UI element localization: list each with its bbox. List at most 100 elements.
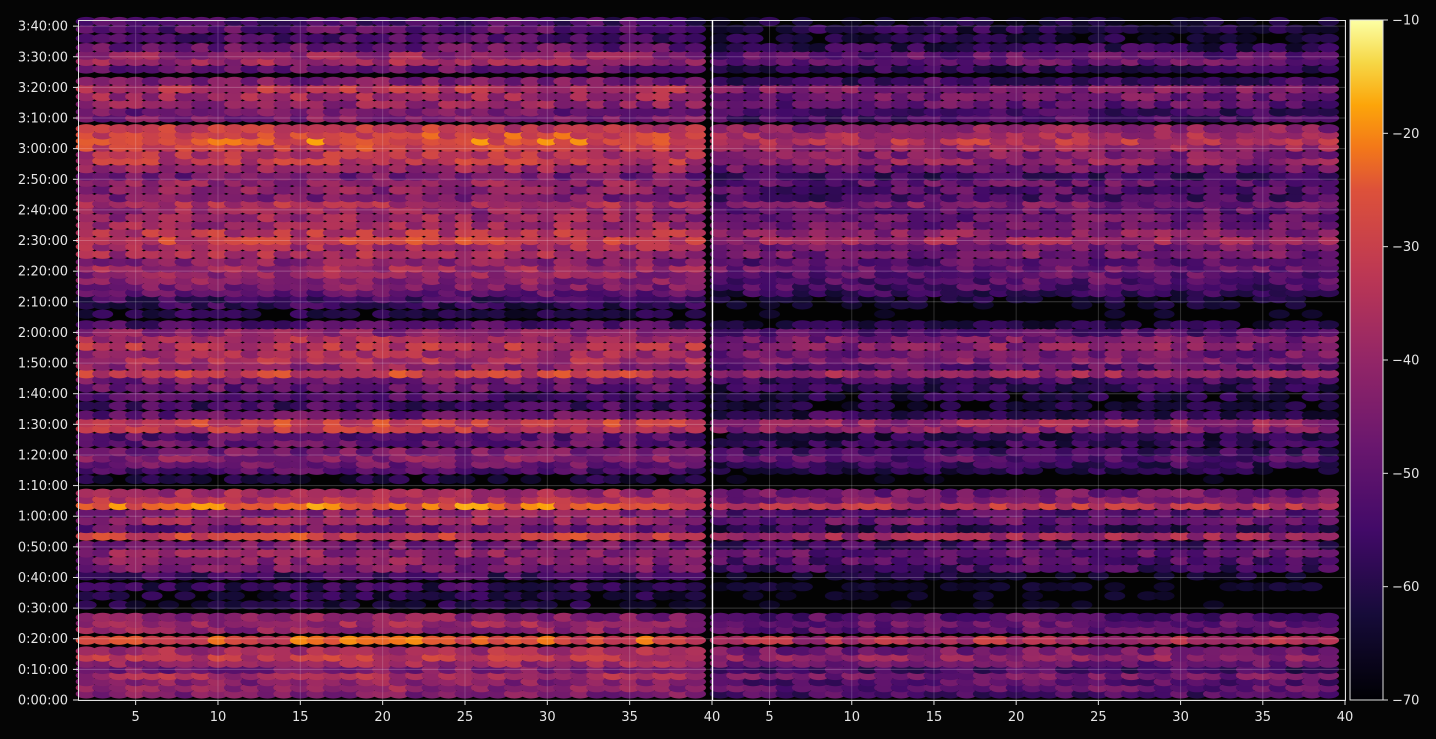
heatmap-cell bbox=[355, 612, 377, 622]
heatmap-cell bbox=[553, 563, 575, 573]
heatmap-cell bbox=[158, 488, 180, 498]
heatmap-cell bbox=[355, 508, 377, 518]
heatmap-cell bbox=[207, 508, 229, 518]
heatmap-cell bbox=[553, 508, 575, 518]
heatmap-cell bbox=[388, 571, 410, 581]
heatmap-cell bbox=[726, 474, 748, 485]
heatmap-cell bbox=[75, 635, 97, 645]
heatmap-cell bbox=[191, 582, 212, 592]
heatmap-cell bbox=[125, 474, 147, 485]
heatmap-cell bbox=[355, 516, 377, 526]
heatmap-cell bbox=[471, 635, 492, 645]
heatmap-cell bbox=[569, 600, 591, 610]
heatmap-cell bbox=[619, 612, 641, 622]
heatmap-cell bbox=[668, 563, 690, 573]
heatmap-cell bbox=[355, 556, 377, 566]
heatmap-cell bbox=[1071, 582, 1093, 592]
heatmap-cell bbox=[421, 646, 443, 656]
heatmap-cell bbox=[92, 571, 114, 581]
heatmap-cell bbox=[92, 309, 114, 319]
heatmap-cell bbox=[438, 582, 459, 592]
heatmap-cell bbox=[306, 591, 328, 601]
heatmap-cell bbox=[586, 540, 608, 550]
heatmap-cell bbox=[471, 447, 492, 457]
heatmap-cell bbox=[240, 531, 262, 541]
heatmap-cell bbox=[273, 531, 295, 541]
heatmap-cell bbox=[454, 600, 476, 610]
heatmap-cell bbox=[355, 488, 377, 498]
heatmap-cell bbox=[75, 432, 97, 442]
heatmap-cell bbox=[273, 447, 295, 457]
heatmap-cell bbox=[125, 600, 147, 610]
heatmap-cell bbox=[536, 612, 558, 622]
heatmap-cell bbox=[240, 635, 262, 645]
heatmap-cell bbox=[289, 531, 311, 541]
heatmap-cell bbox=[388, 432, 410, 442]
heatmap-cell bbox=[471, 556, 492, 566]
heatmap-cell bbox=[108, 488, 130, 498]
heatmap-cell bbox=[487, 556, 509, 566]
heatmap-cell bbox=[685, 540, 706, 550]
heatmap-cell bbox=[158, 531, 180, 541]
heatmap-cell bbox=[454, 508, 476, 518]
heatmap-cell bbox=[471, 508, 492, 518]
heatmap-cell bbox=[586, 548, 608, 558]
heatmap-cell bbox=[405, 447, 427, 457]
heatmap-cell bbox=[355, 563, 377, 573]
heatmap-cell bbox=[355, 447, 377, 457]
heatmap-cell bbox=[273, 571, 295, 581]
heatmap-cell bbox=[668, 523, 690, 534]
heatmap-cell bbox=[471, 548, 492, 558]
heatmap-cell bbox=[438, 548, 459, 558]
heatmap-cell bbox=[306, 571, 328, 581]
heatmap-cell bbox=[158, 540, 180, 550]
heatmap-cell bbox=[388, 488, 410, 498]
heatmap-cell bbox=[108, 531, 130, 541]
heatmap-cell bbox=[775, 591, 797, 601]
heatmap-cell bbox=[602, 516, 624, 526]
heatmap-cell bbox=[125, 523, 147, 534]
heatmap-cell bbox=[223, 523, 245, 534]
heatmap-cell bbox=[223, 540, 245, 550]
heatmap-cell bbox=[569, 531, 591, 541]
heatmap-cell bbox=[125, 635, 147, 645]
heatmap-cell bbox=[289, 488, 311, 498]
heatmap-cell bbox=[405, 612, 427, 622]
heatmap-cell bbox=[619, 591, 641, 601]
heatmap-cell bbox=[372, 612, 394, 622]
heatmap-cell bbox=[289, 591, 311, 601]
heatmap-cell bbox=[388, 516, 410, 526]
heatmap-cell bbox=[289, 548, 311, 558]
heatmap-cell bbox=[652, 646, 674, 656]
heatmap-cell bbox=[454, 591, 476, 601]
heatmap-cell bbox=[207, 447, 229, 457]
heatmap-cell bbox=[487, 432, 509, 442]
heatmap-cell bbox=[586, 523, 608, 534]
heatmap-cell bbox=[520, 556, 542, 566]
heatmap-cell bbox=[174, 432, 196, 442]
heatmap-cell bbox=[141, 508, 163, 518]
heatmap-cell bbox=[256, 612, 278, 622]
heatmap-cell bbox=[191, 556, 212, 566]
heatmap-cell bbox=[454, 516, 476, 526]
heatmap-cell bbox=[685, 635, 706, 645]
heatmap-cell bbox=[438, 488, 459, 498]
heatmap-cell bbox=[553, 612, 575, 622]
heatmap-cell bbox=[240, 523, 262, 534]
heatmap-cell bbox=[191, 571, 212, 581]
heatmap-cell bbox=[339, 516, 361, 526]
heatmap-cell bbox=[652, 309, 674, 319]
heatmap-cell bbox=[256, 548, 278, 558]
heatmap-cell bbox=[223, 556, 245, 566]
heatmap-cell bbox=[372, 474, 394, 485]
heatmap-cell bbox=[438, 600, 459, 610]
heatmap-cell bbox=[191, 508, 212, 518]
heatmap-cell bbox=[108, 582, 130, 592]
heatmap-cell bbox=[306, 612, 328, 622]
heatmap-cell bbox=[289, 563, 311, 573]
heatmap-cell bbox=[1318, 646, 1340, 656]
heatmap-cell bbox=[503, 582, 525, 592]
heatmap-cell bbox=[223, 563, 245, 573]
heatmap-cell bbox=[652, 531, 674, 541]
heatmap-cell bbox=[619, 571, 641, 581]
